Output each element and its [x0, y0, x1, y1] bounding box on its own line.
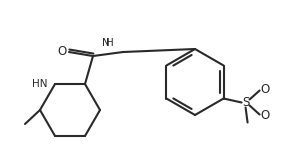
Text: H: H [106, 38, 114, 48]
Text: HN: HN [32, 79, 47, 89]
Text: O: O [57, 44, 67, 58]
Text: O: O [260, 109, 269, 122]
Text: S: S [242, 96, 249, 109]
Text: N: N [102, 38, 110, 48]
Text: O: O [260, 83, 269, 96]
